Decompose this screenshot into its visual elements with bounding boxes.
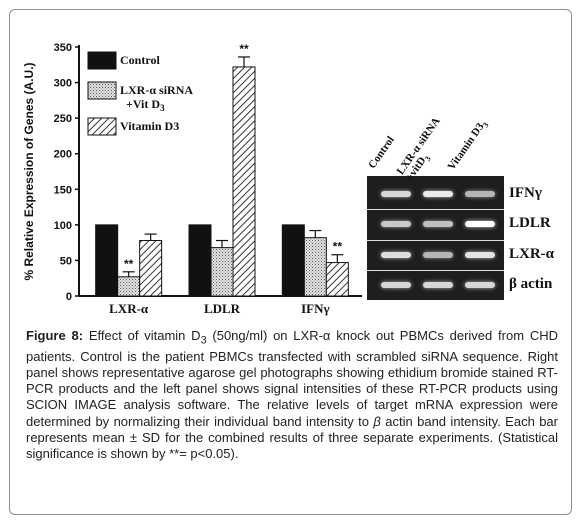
- caption-text-1: Effect of vitamin D: [83, 328, 201, 343]
- caption-text-2: (50ng/ml) on LXR-α knock out PBMCs deriv…: [26, 328, 558, 429]
- caption-beta: β: [373, 413, 381, 429]
- bar: [139, 240, 163, 297]
- gel-row-label: β actin: [509, 276, 553, 292]
- gel-row-label: LDLR: [509, 215, 551, 231]
- gel-band: [465, 282, 495, 288]
- y-tick-label: 300: [54, 78, 72, 90]
- significance-label: **: [239, 42, 249, 56]
- figure-label: Figure 8:: [26, 328, 84, 343]
- y-tick-label: 150: [54, 184, 72, 196]
- bar: [95, 224, 119, 297]
- gel-band: [381, 282, 411, 288]
- gel-row-strip: [367, 270, 504, 271]
- gel-row-label: IFNγ: [509, 185, 542, 201]
- bar: [117, 276, 141, 297]
- caption-sub: 3: [200, 334, 207, 347]
- gel-band: [423, 252, 453, 258]
- gel-band: [465, 221, 495, 227]
- legend-label: Vitamin D3: [120, 119, 179, 133]
- x-category-label: IFNγ: [301, 301, 329, 316]
- gel-band: [423, 282, 453, 288]
- y-axis-label: % Relative Expression of Genes (A.U.): [22, 62, 36, 280]
- y-tick-label: 350: [54, 42, 72, 54]
- caption-text-3: actin band intensity. Each bar represent…: [26, 413, 558, 462]
- x-category-label: LXR-α: [109, 301, 149, 316]
- bar-chart: 0 50 100 150 200 250 300 350 % Relative Expressi…: [22, 42, 362, 316]
- gel-band: [381, 221, 411, 227]
- bar: [325, 262, 349, 297]
- y-tick-label: 50: [60, 255, 72, 267]
- bar: [188, 224, 212, 297]
- legend-label: Control: [120, 53, 160, 67]
- legend-label: LXR-α siRNA: [120, 83, 193, 97]
- bar: [232, 66, 256, 297]
- gel-band: [381, 252, 411, 258]
- gel-row-strip: [367, 209, 504, 210]
- gel-row-strip: [367, 240, 504, 241]
- legend: Control LXR-α siRNA+Vit D3 Vitamin D3: [87, 51, 193, 136]
- gel-band: [465, 252, 495, 258]
- legend-swatch: [87, 81, 117, 100]
- significance-label: **: [333, 240, 343, 254]
- y-tick-label: 250: [54, 113, 72, 125]
- figure-caption: Figure 8: Effect of vitamin D3 (50ng/ml)…: [26, 328, 558, 462]
- significance-label: **: [124, 257, 134, 271]
- bars: ** ** **: [95, 42, 349, 297]
- gel-image: [367, 176, 504, 300]
- legend-swatch: [87, 51, 117, 70]
- gel-band: [465, 191, 495, 197]
- x-category-label: LDLR: [204, 301, 241, 316]
- bar: [210, 247, 234, 297]
- bar: [303, 237, 327, 297]
- y-tick-label: 100: [54, 220, 72, 232]
- gel-row-label: LXR-α: [509, 246, 555, 262]
- bar: [281, 224, 305, 297]
- y-tick-label: 0: [66, 291, 72, 303]
- legend-swatch: [87, 117, 117, 136]
- gel-band: [381, 191, 411, 197]
- gel-band: [423, 191, 453, 197]
- y-tick-label: 200: [54, 149, 72, 161]
- gel-band: [423, 221, 453, 227]
- legend-label-line2: +Vit D3: [126, 97, 165, 113]
